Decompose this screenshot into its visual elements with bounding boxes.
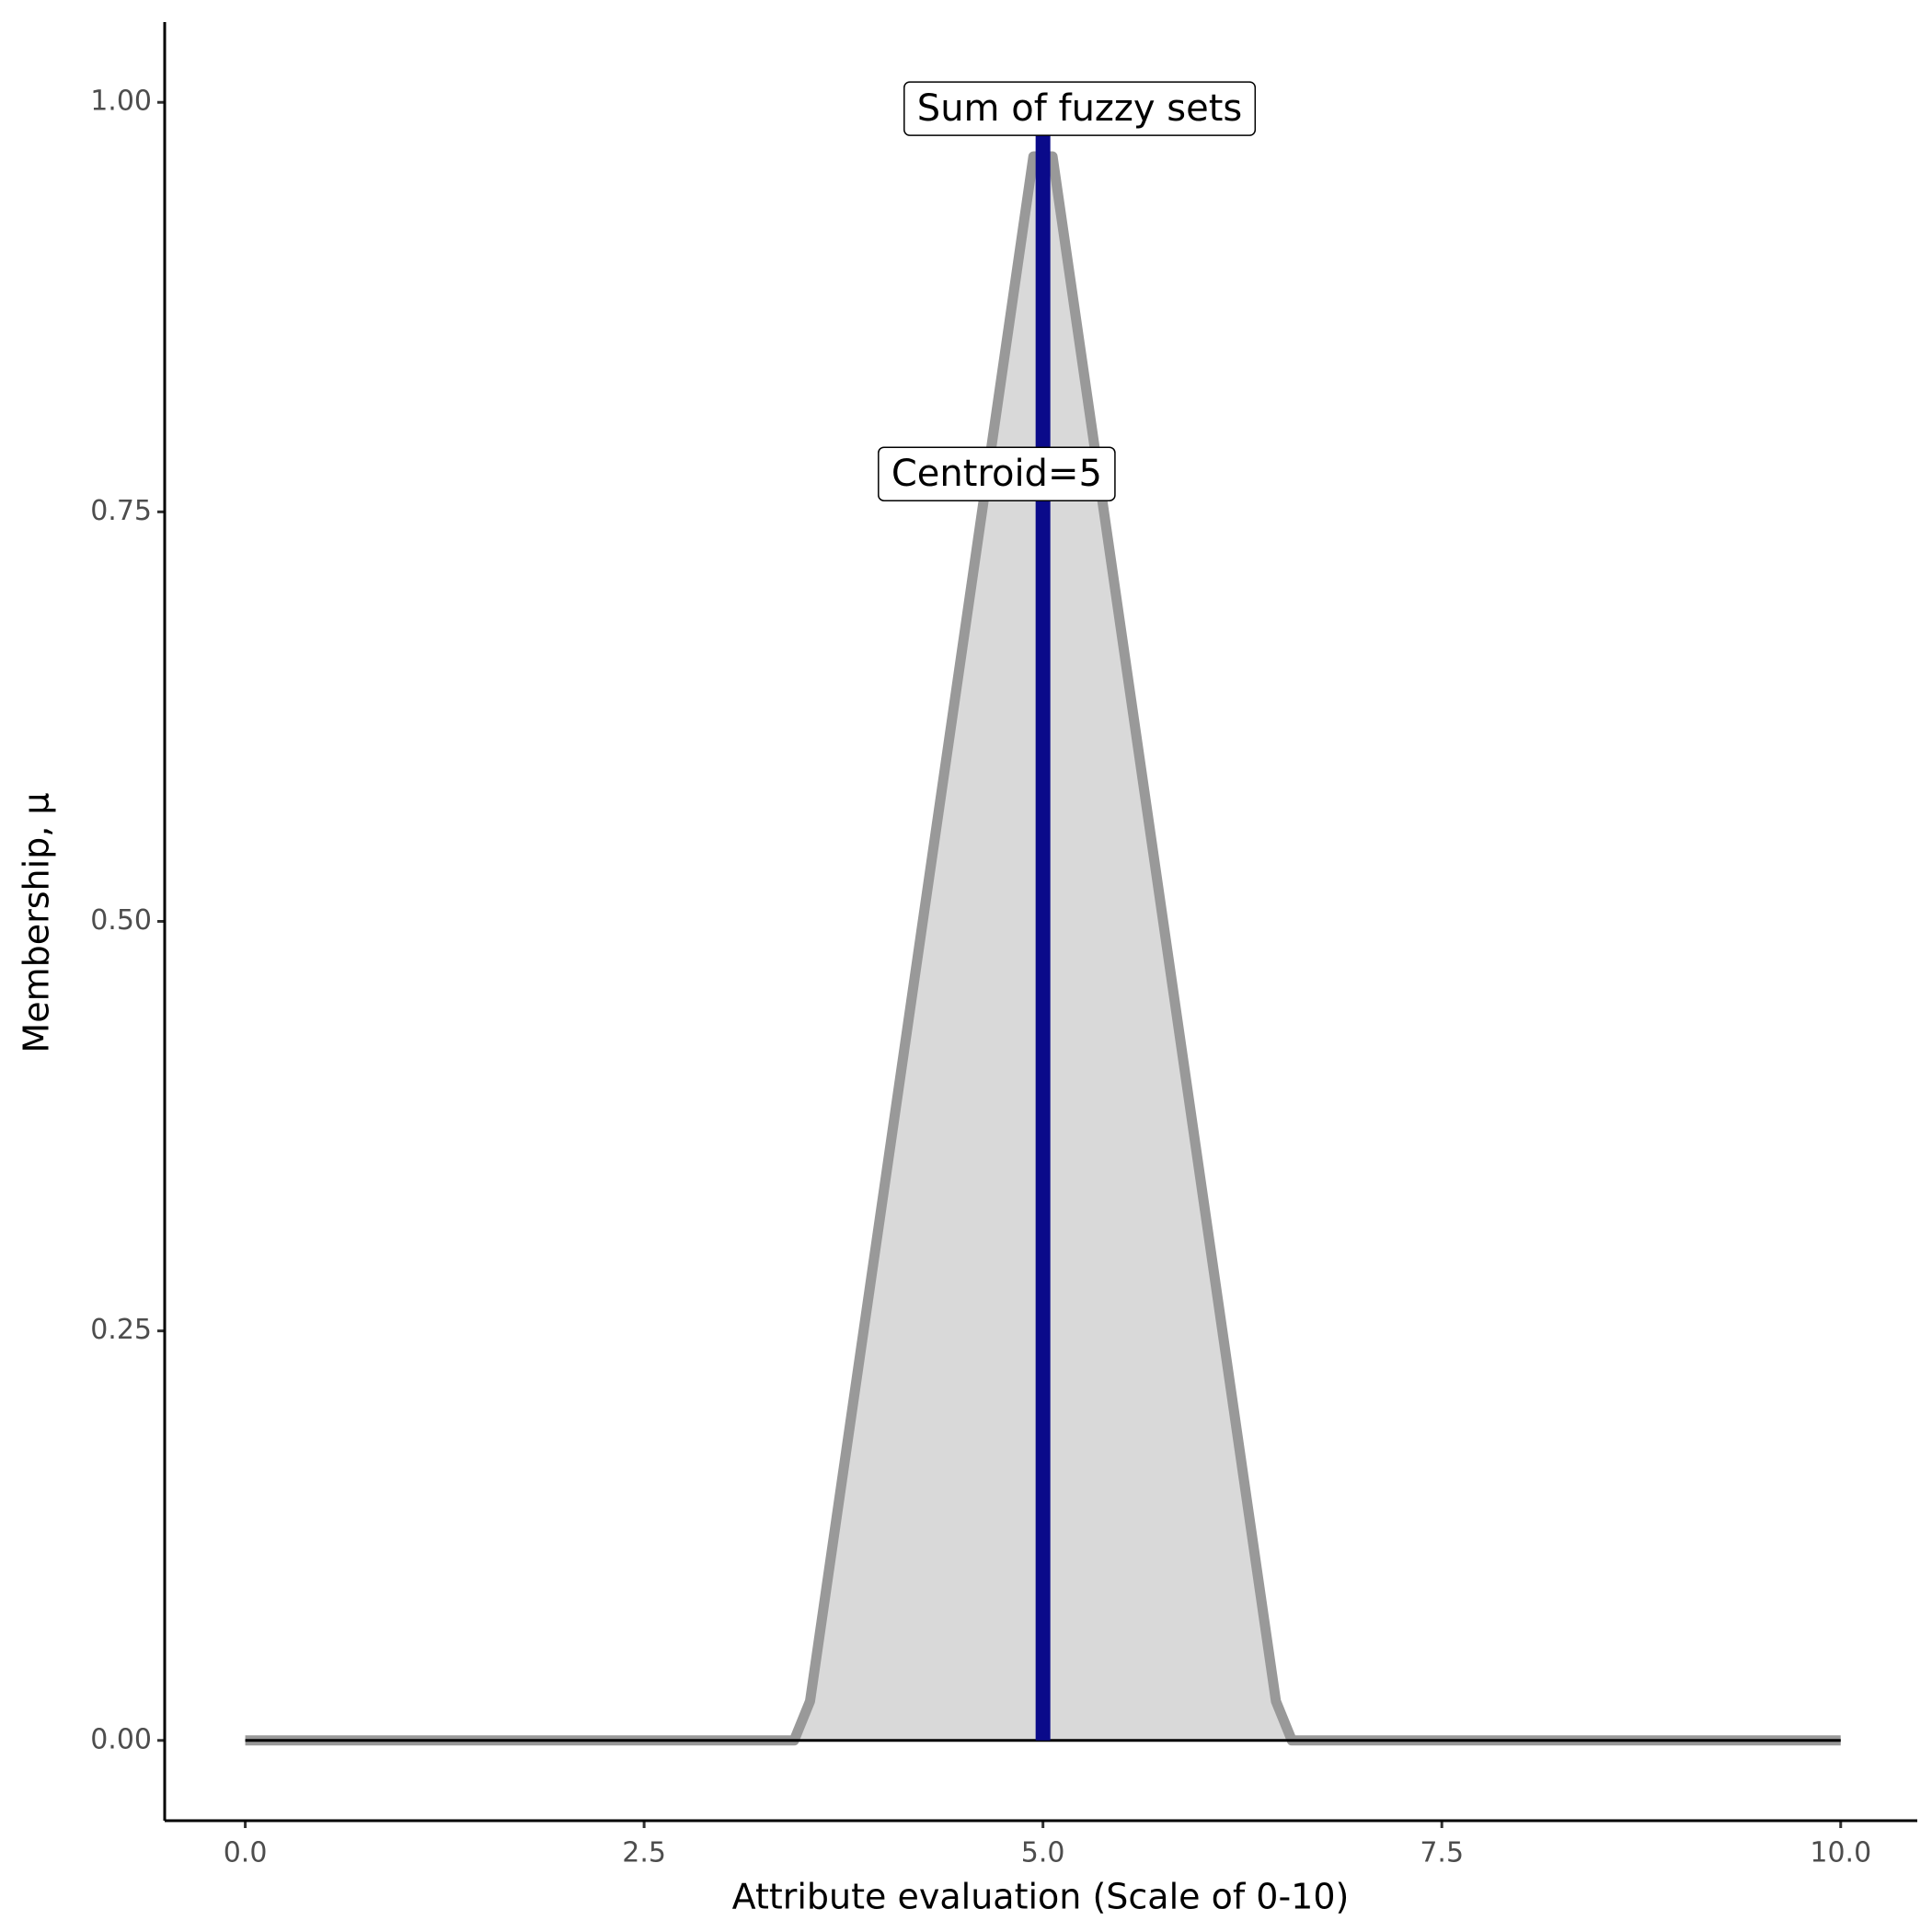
annotation: Centroid=5 [891, 453, 1102, 495]
x-tick-label: 7.5 [1420, 1837, 1464, 1869]
annotation-box [878, 446, 1116, 501]
x-axis-title: Attribute evaluation (Scale of 0-10) [732, 1877, 1350, 1917]
y-tick-label: 0.00 [90, 1723, 152, 1755]
y-tick-label: 1.00 [90, 86, 152, 118]
x-tick-label: 10.0 [1810, 1837, 1871, 1869]
x-tick-label: 0.0 [224, 1837, 268, 1869]
y-tick-label: 0.75 [90, 495, 152, 527]
y-tick-label: 0.25 [90, 1314, 152, 1346]
y-tick-label: 0.50 [90, 904, 152, 937]
x-tick-label: 2.5 [622, 1837, 666, 1869]
annotation-box [903, 81, 1257, 136]
x-tick-label: 5.0 [1021, 1837, 1065, 1869]
annotation: Sum of fuzzy sets [917, 87, 1242, 130]
y-axis-title: Membership, μ [17, 792, 57, 1052]
